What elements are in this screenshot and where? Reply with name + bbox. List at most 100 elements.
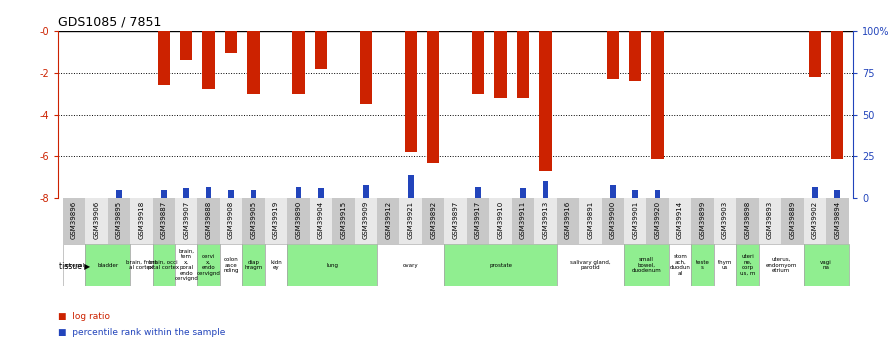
Bar	[781, 198, 804, 244]
Text: GSM39900: GSM39900	[610, 200, 616, 239]
Text: GSM39890: GSM39890	[296, 200, 301, 239]
Bar	[175, 198, 197, 244]
Text: GSM39916: GSM39916	[564, 200, 571, 239]
Bar	[85, 244, 130, 286]
Text: GSM39920: GSM39920	[655, 200, 660, 239]
Bar	[130, 198, 152, 244]
Text: adrenal: adrenal	[64, 263, 84, 268]
Text: GSM39905: GSM39905	[251, 200, 256, 239]
Text: GSM39899: GSM39899	[700, 200, 705, 239]
Bar	[539, 31, 552, 171]
Bar	[826, 198, 849, 244]
Bar	[759, 244, 804, 286]
Text: GSM39904: GSM39904	[318, 200, 324, 239]
Bar	[202, 31, 215, 89]
Bar	[247, 31, 260, 94]
Text: GSM39909: GSM39909	[363, 200, 369, 239]
Bar	[265, 198, 288, 244]
Text: GSM39906: GSM39906	[93, 200, 99, 239]
Bar	[197, 244, 220, 286]
Bar	[363, 185, 368, 198]
Bar	[332, 198, 355, 244]
Bar	[265, 244, 288, 286]
Bar	[288, 198, 310, 244]
Bar	[467, 198, 489, 244]
Bar	[242, 244, 265, 286]
Text: ovary: ovary	[403, 263, 418, 268]
Bar	[669, 244, 692, 286]
Text: GSM39902: GSM39902	[812, 200, 818, 239]
Bar	[624, 198, 646, 244]
Bar	[296, 187, 301, 198]
Bar	[251, 190, 256, 198]
Bar	[624, 244, 669, 286]
Bar	[152, 198, 175, 244]
Bar	[175, 244, 197, 286]
Bar	[607, 31, 619, 79]
Text: GSM39894: GSM39894	[834, 200, 840, 239]
Text: salivary gland,
parotid: salivary gland, parotid	[570, 260, 611, 270]
Text: GSM39910: GSM39910	[497, 200, 504, 239]
Text: GSM39898: GSM39898	[745, 200, 751, 239]
Bar	[355, 198, 377, 244]
Bar	[108, 198, 130, 244]
Bar	[692, 198, 714, 244]
Text: brain, occi
pital cortex: brain, occi pital cortex	[148, 260, 179, 270]
Text: GSM39921: GSM39921	[408, 200, 414, 239]
Bar	[404, 31, 417, 152]
Bar	[633, 190, 638, 198]
Text: GSM39912: GSM39912	[385, 200, 392, 239]
Bar	[579, 198, 601, 244]
Bar	[152, 244, 175, 286]
Text: GSM39913: GSM39913	[542, 200, 548, 239]
Bar	[225, 31, 237, 53]
Bar	[444, 198, 467, 244]
Bar	[714, 198, 737, 244]
Text: GSM39907: GSM39907	[183, 200, 189, 239]
Text: uterus,
endomyom
etrium: uterus, endomyom etrium	[765, 257, 797, 273]
Text: GSM39919: GSM39919	[273, 200, 279, 239]
Bar	[228, 190, 234, 198]
Bar	[737, 244, 759, 286]
Bar	[759, 198, 781, 244]
Bar	[161, 190, 167, 198]
Text: GSM39915: GSM39915	[340, 200, 347, 239]
Text: GSM39908: GSM39908	[228, 200, 234, 239]
Bar	[804, 198, 826, 244]
Text: GSM39895: GSM39895	[116, 200, 122, 239]
Bar	[517, 31, 530, 98]
Text: GSM39914: GSM39914	[677, 200, 683, 239]
Text: kidn
ey: kidn ey	[270, 260, 282, 270]
Bar	[489, 198, 512, 244]
Text: diap
hragm: diap hragm	[245, 260, 263, 270]
Text: thym
us: thym us	[718, 260, 732, 270]
Bar	[669, 198, 692, 244]
Text: lung: lung	[326, 263, 338, 268]
Bar	[804, 244, 849, 286]
Bar	[220, 198, 242, 244]
Text: stom
ach,
duodun
al: stom ach, duodun al	[669, 255, 691, 276]
Text: GSM39897: GSM39897	[452, 200, 459, 239]
Bar	[651, 31, 664, 158]
Bar	[629, 31, 642, 81]
Bar	[512, 198, 534, 244]
Text: vagi
na: vagi na	[820, 260, 831, 270]
Text: GSM39888: GSM39888	[206, 200, 211, 239]
Bar	[692, 244, 714, 286]
Text: teste
s: teste s	[695, 260, 710, 270]
Bar	[184, 188, 189, 198]
Bar	[242, 198, 265, 244]
Text: bladder: bladder	[97, 263, 118, 268]
Text: GSM39893: GSM39893	[767, 200, 773, 239]
Text: uteri
ne,
corp
us, m: uteri ne, corp us, m	[740, 255, 755, 276]
Text: GDS1085 / 7851: GDS1085 / 7851	[58, 16, 161, 29]
Bar	[85, 198, 108, 244]
Bar	[495, 31, 507, 98]
Bar	[534, 198, 556, 244]
Bar	[220, 244, 242, 286]
Bar	[809, 31, 821, 77]
Bar	[314, 31, 327, 69]
Text: brain,
tem
x,
poral
endo
cervignd: brain, tem x, poral endo cervignd	[174, 249, 198, 281]
Bar	[556, 198, 579, 244]
Text: prostate: prostate	[489, 263, 512, 268]
